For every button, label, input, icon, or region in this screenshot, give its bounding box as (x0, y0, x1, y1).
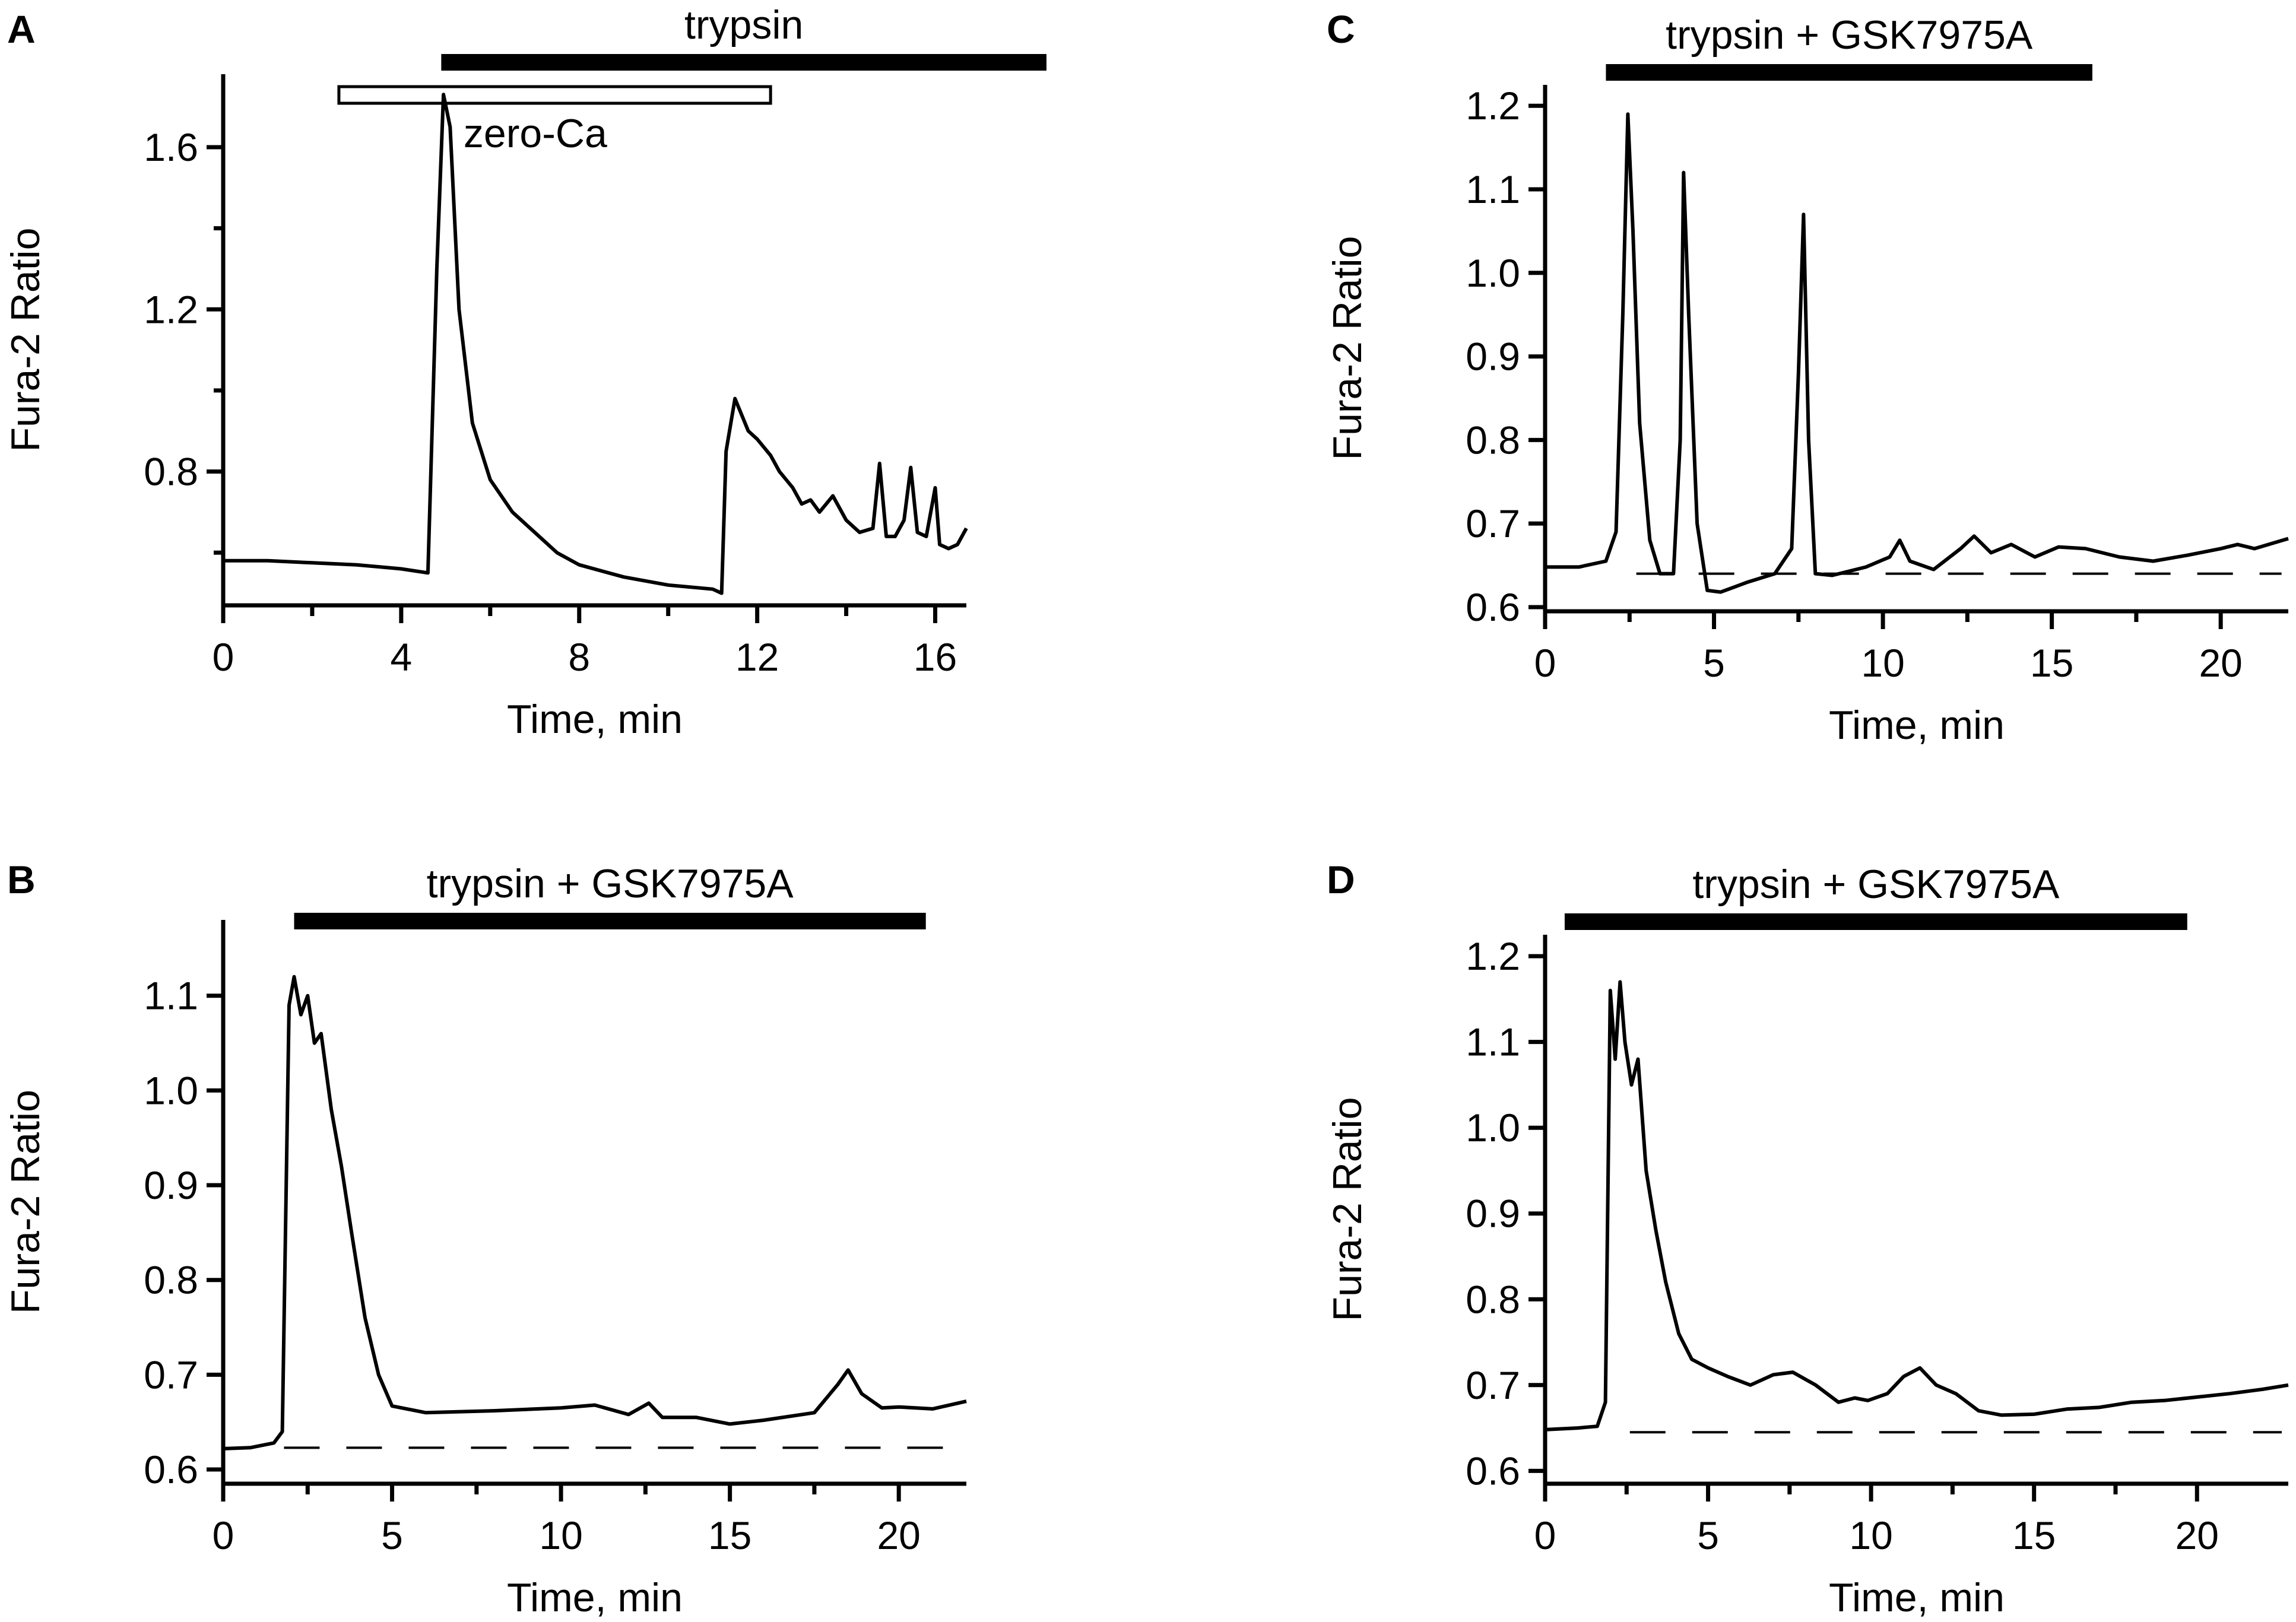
treatment-label-trypsin-gsk7975a: trypsin + GSK7975A (427, 861, 794, 906)
x-tick-label: 12 (735, 635, 779, 679)
x-axis-title: Time, min (1829, 1575, 2005, 1620)
y-tick-label: 0.9 (1466, 335, 1520, 379)
y-tick-label: 0.6 (1466, 1449, 1520, 1493)
treatment-bar-trypsin-gsk7975a (1564, 913, 2187, 930)
x-tick-label: 20 (877, 1513, 920, 1557)
x-tick-label: 5 (1697, 1513, 1719, 1557)
y-tick-label: 0.9 (1466, 1192, 1520, 1236)
trace-line (223, 93, 968, 595)
treatment-bar-zero-ca (337, 85, 772, 105)
x-tick-label: 10 (1861, 641, 1904, 685)
y-axis-title: Fura-2 Ratio (3, 1090, 48, 1314)
x-tick-label: 15 (2012, 1513, 2056, 1557)
x-tick-label: 8 (568, 635, 590, 679)
treatment-label-trypsin-gsk7975a: trypsin + GSK7975A (1692, 862, 2060, 907)
x-tick-label: 0 (213, 1513, 234, 1557)
y-tick-label: 0.8 (144, 450, 198, 494)
y-tick-label: 1.2 (144, 287, 198, 331)
x-tick-label: 10 (539, 1513, 582, 1557)
trace-line (223, 975, 967, 1450)
y-tick-label: 0.8 (144, 1258, 198, 1302)
trace-line (1545, 980, 2289, 1431)
trace-line (1545, 112, 2289, 594)
x-tick-label: 20 (2199, 641, 2242, 685)
y-tick-label: 1.1 (144, 974, 198, 1018)
treatment-bar-trypsin (441, 54, 1046, 71)
panel-c: C 0 5 10 15 20 0.6 0.7 0.8 0.9 1.0 1.1 1.2 Time, min F… (1325, 7, 2289, 748)
y-tick-label: 1.6 (144, 125, 198, 169)
y-tick-label: 0.8 (1466, 418, 1520, 462)
y-tick-label: 0.8 (1466, 1277, 1520, 1321)
x-tick-label: 0 (1534, 1513, 1556, 1557)
y-tick-label: 1.0 (1466, 1106, 1520, 1150)
y-tick-label: 0.6 (1466, 585, 1520, 629)
x-tick-label: 0 (1534, 641, 1556, 685)
x-tick-label: 4 (391, 635, 413, 679)
x-tick-label: 5 (1703, 641, 1725, 685)
y-tick-label: 0.6 (144, 1448, 198, 1491)
y-tick-label: 1.1 (1466, 1020, 1520, 1064)
x-tick-label: 5 (381, 1513, 403, 1557)
treatment-bar-trypsin-gsk7975a (294, 913, 926, 929)
y-tick-label: 0.7 (1466, 1363, 1520, 1407)
x-tick-label: 15 (2030, 641, 2073, 685)
panel-label: A (7, 7, 36, 51)
x-tick-label: 20 (2176, 1513, 2219, 1557)
y-tick-label: 0.7 (1466, 501, 1520, 545)
x-axis-title: Time, min (507, 697, 683, 742)
y-tick-label: 1.1 (1466, 167, 1520, 211)
treatment-label-zero-ca: zero-Ca (464, 111, 607, 156)
panel-b: B 0 5 10 15 20 0.6 0.7 0.8 0.9 1.0 1.1 Time, min Fura… (3, 858, 967, 1620)
y-tick-label: 0.7 (144, 1353, 198, 1396)
panel-label: C (1327, 7, 1355, 51)
x-axis-title: Time, min (507, 1575, 683, 1620)
y-axis-title: Fura-2 Ratio (1325, 1097, 1370, 1322)
y-tick-label: 1.2 (1466, 934, 1520, 978)
panel-label: D (1327, 858, 1355, 902)
y-axis-title: Fura-2 Ratio (3, 228, 48, 452)
treatment-label-trypsin: trypsin (684, 2, 803, 47)
panel-a: A 0 4 8 12 16 0.8 1.2 1.6 Time, min Fura-2 Ratio tr… (3, 2, 1046, 742)
x-axis-title: Time, min (1829, 703, 2005, 748)
x-tick-label: 10 (1849, 1513, 1892, 1557)
x-tick-label: 0 (213, 635, 234, 679)
treatment-label-trypsin-gsk7975a: trypsin + GSK7975A (1666, 12, 2033, 58)
panel-label: B (7, 858, 36, 902)
y-tick-label: 1.0 (1466, 251, 1520, 295)
x-tick-label: 16 (914, 635, 957, 679)
y-tick-label: 0.9 (144, 1163, 198, 1207)
y-tick-label: 1.2 (1466, 84, 1520, 128)
y-axis-title: Fura-2 Ratio (1325, 236, 1370, 461)
panel-d: D 0 5 10 15 20 0.6 0.7 0.8 0.9 1.0 1.1 1.2 Time, min F… (1325, 858, 2289, 1620)
treatment-bar-trypsin-gsk7975a (1606, 64, 2092, 81)
y-tick-label: 1.0 (144, 1068, 198, 1112)
x-tick-label: 15 (708, 1513, 751, 1557)
